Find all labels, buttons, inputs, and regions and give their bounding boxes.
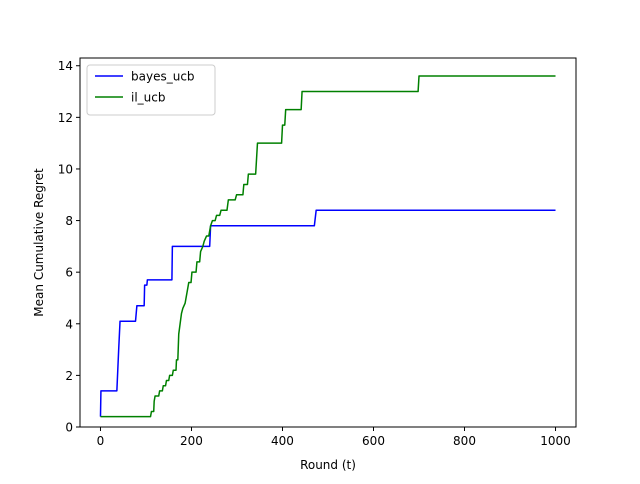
legend-box	[86, 64, 216, 116]
x-tick-label: 200	[180, 434, 203, 448]
x-tick-label: 1000	[540, 434, 571, 448]
y-tick-label: 2	[65, 369, 73, 383]
x-axis-label: Round (t)	[300, 458, 356, 472]
legend: bayes_ucb il_ucb	[86, 64, 216, 116]
x-tick-label: 600	[362, 434, 385, 448]
y-tick-label: 12	[58, 111, 73, 125]
x-tick-label: 400	[271, 434, 294, 448]
y-tick-label: 6	[65, 266, 73, 280]
y-axis-ticks: 0 2 4 6 8 10 12 14	[58, 59, 80, 435]
legend-label-il-ucb: il_ucb	[131, 91, 166, 105]
series-line-il-ucb	[100, 75, 556, 418]
y-tick-label: 14	[58, 59, 73, 73]
y-tick-label: 10	[58, 162, 73, 176]
axes-frame	[79, 57, 577, 428]
legend-label-bayes-ucb: bayes_ucb	[131, 70, 195, 84]
x-axis-ticks: 0 200 400 600 800 1000	[97, 427, 571, 448]
y-tick-label: 4	[65, 317, 73, 331]
series-lines	[99, 75, 556, 418]
y-axis-label: Mean Cumulative Regret	[32, 168, 46, 317]
y-tick-label: 8	[65, 214, 73, 228]
x-tick-label: 0	[97, 434, 105, 448]
y-tick-label: 0	[65, 421, 73, 435]
x-tick-label: 800	[453, 434, 476, 448]
